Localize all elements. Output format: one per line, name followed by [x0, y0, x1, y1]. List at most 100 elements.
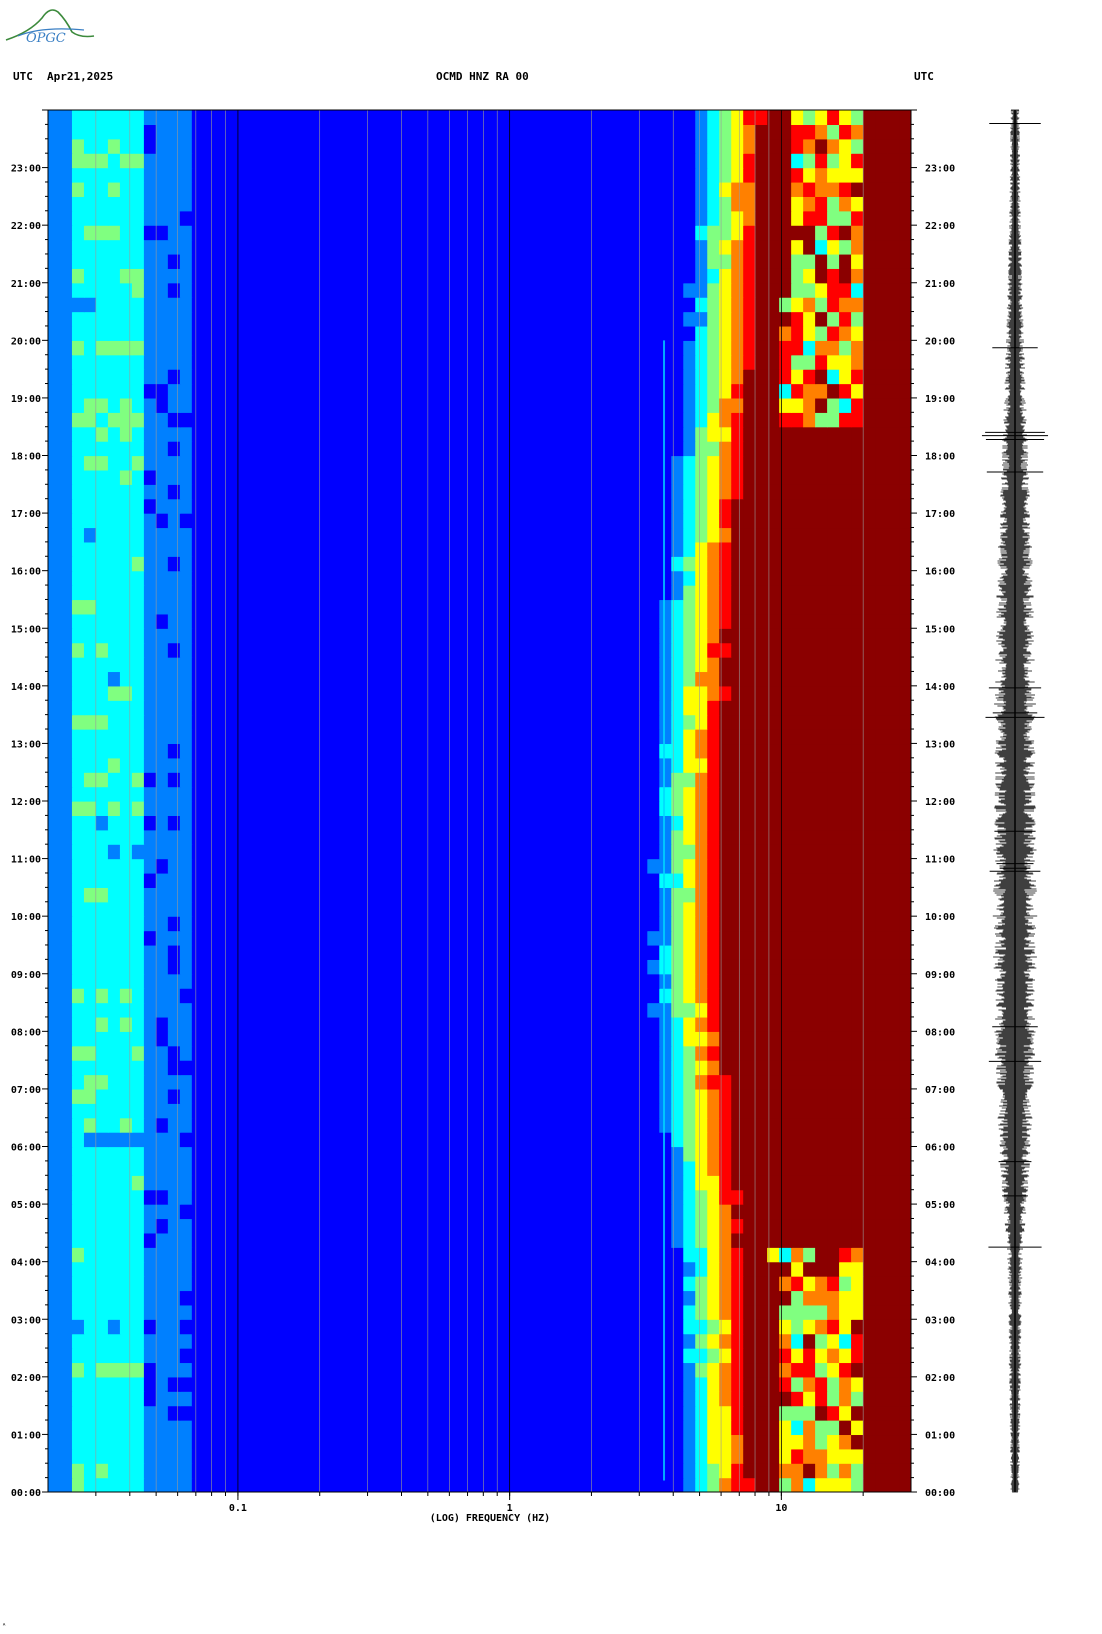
heatmap-cell: [431, 1045, 445, 1061]
heatmap-cell: [287, 1261, 301, 1277]
heatmap-cell: [743, 1362, 756, 1378]
heatmap-cell: [95, 1204, 109, 1220]
heatmap-cell: [683, 1420, 696, 1436]
heatmap-cell: [779, 1132, 792, 1148]
heatmap-cell: [515, 1016, 529, 1032]
heatmap-cell: [635, 1290, 648, 1306]
heatmap-cell: [575, 801, 588, 816]
heatmap-cell: [815, 729, 828, 745]
heatmap-cell: [179, 1189, 193, 1205]
heatmap-cell: [239, 973, 253, 989]
heatmap-cell: [419, 1232, 433, 1248]
heatmap-cell: [539, 1103, 553, 1119]
heatmap-cell: [407, 556, 421, 572]
heatmap-cell: [539, 1247, 553, 1263]
heatmap-cell: [803, 1434, 816, 1450]
heatmap-cell: [347, 527, 361, 543]
heatmap-cell: [719, 1160, 732, 1176]
heatmap-cell: [587, 513, 600, 529]
heatmap-cell: [683, 1060, 696, 1076]
heatmap-cell: [743, 1146, 756, 1162]
heatmap-cell: [71, 671, 85, 687]
heatmap-cell: [48, 1362, 61, 1378]
heatmap-cell: [299, 1362, 313, 1378]
heatmap-cell: [515, 1348, 529, 1364]
heatmap-cell: [587, 1376, 600, 1392]
heatmap-cell: [779, 887, 792, 903]
heatmap-cell: [731, 944, 744, 960]
heatmap-cell: [803, 858, 816, 874]
heatmap-cell: [827, 959, 840, 975]
heatmap-cell: [695, 1175, 708, 1191]
heatmap-cell: [383, 988, 397, 1004]
heatmap-cell: [587, 786, 600, 802]
heatmap-cell: [167, 729, 181, 745]
heatmap-cell: [731, 858, 744, 874]
heatmap-cell: [563, 944, 576, 960]
heatmap-cell: [263, 671, 277, 687]
heatmap-cell: [707, 685, 720, 701]
heatmap-cell: [203, 1189, 217, 1205]
heatmap-cell: [71, 1232, 85, 1248]
heatmap-cell: [539, 556, 553, 572]
heatmap-cell: [719, 729, 732, 745]
heatmap-cell: [791, 1276, 804, 1292]
heatmap-cell: [611, 829, 624, 845]
heatmap-cell: [899, 642, 911, 658]
heatmap-cell: [335, 887, 349, 903]
heatmap-cell: [407, 1088, 421, 1104]
heatmap-cell: [791, 1132, 804, 1148]
heatmap-cell: [263, 613, 277, 629]
heatmap-cell: [527, 700, 541, 716]
heatmap-cell: [743, 1463, 756, 1479]
heatmap-cell: [239, 829, 253, 845]
heatmap-cell: [383, 786, 397, 802]
heatmap-cell: [119, 700, 133, 716]
heatmap-cell: [647, 887, 660, 903]
heatmap-cell: [779, 1304, 792, 1320]
heatmap-cell: [887, 1060, 900, 1076]
heatmap-cell: [851, 1074, 864, 1090]
heatmap-cell: [875, 599, 888, 615]
heatmap-cell: [479, 498, 493, 514]
heatmap-cell: [239, 887, 253, 903]
heatmap-cell: [287, 1160, 301, 1176]
heatmap-cell: [527, 1391, 541, 1407]
heatmap-cell: [779, 1405, 792, 1421]
heatmap-cell: [875, 1074, 888, 1090]
heatmap-cell: [335, 829, 349, 845]
heatmap-cell: [491, 1002, 505, 1018]
heatmap-cell: [59, 599, 73, 615]
heatmap-cell: [251, 1117, 265, 1133]
heatmap-cell: [71, 1434, 85, 1450]
heatmap-cell: [251, 1276, 265, 1292]
heatmap-cell: [863, 1376, 876, 1392]
heatmap-cell: [659, 1060, 672, 1076]
heatmap-cell: [119, 513, 133, 529]
heatmap-cell: [491, 541, 505, 557]
heatmap-cell: [875, 570, 888, 586]
heatmap-cell: [803, 1232, 816, 1248]
heatmap-cell: [779, 1448, 792, 1464]
heatmap-cell: [587, 743, 600, 759]
heatmap-cell: [479, 599, 493, 615]
heatmap-cell: [731, 916, 744, 932]
heatmap-cell: [467, 944, 481, 960]
heatmap-cell: [419, 1477, 433, 1492]
heatmap-cell: [395, 1117, 409, 1133]
heatmap-cell: [275, 1074, 289, 1090]
heatmap-cell: [395, 1261, 409, 1277]
heatmap-cell: [791, 1060, 804, 1076]
heatmap-cell: [779, 599, 792, 615]
heatmap-cell: [587, 1261, 600, 1277]
heatmap-cell: [167, 1132, 181, 1148]
heatmap-cell: [71, 1276, 85, 1292]
heatmap-cell: [827, 1448, 840, 1464]
heatmap-cell: [851, 901, 864, 917]
heatmap-cell: [791, 570, 804, 586]
heatmap-cell: [119, 484, 133, 500]
heatmap-cell: [71, 1247, 85, 1263]
heatmap-cell: [839, 541, 852, 557]
heatmap-cell: [203, 815, 217, 831]
header-left-timezone: UTC: [13, 70, 33, 83]
